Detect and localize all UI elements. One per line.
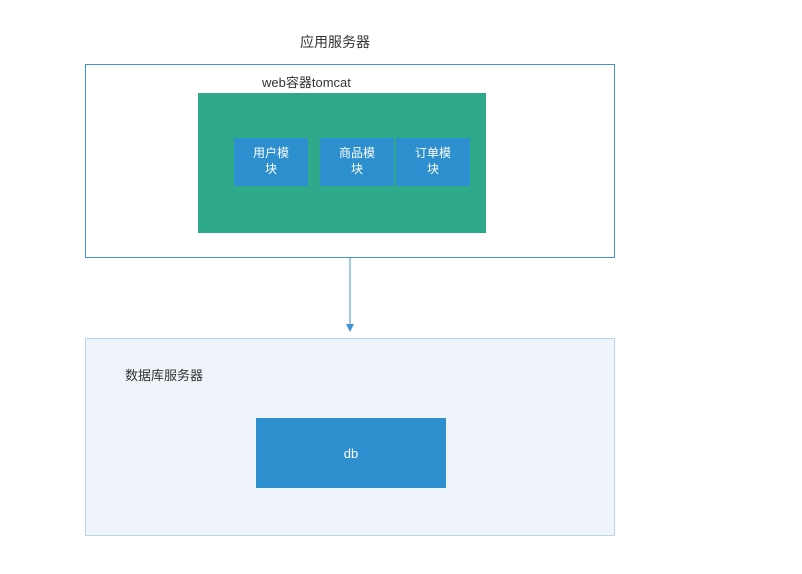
- module-product: 商品模块: [320, 138, 394, 186]
- db-box: db: [256, 418, 446, 488]
- module-order: 订单模块: [396, 138, 470, 186]
- diagram-title: 应用服务器: [300, 32, 370, 52]
- diagram-canvas: 应用服务器 web容器tomcat 用户模块 商品模块 订单模块 数据库服务器 …: [0, 0, 802, 574]
- db-server-label: 数据库服务器: [120, 368, 208, 385]
- web-container-label: web容器tomcat: [262, 72, 351, 91]
- module-user: 用户模块: [234, 138, 308, 186]
